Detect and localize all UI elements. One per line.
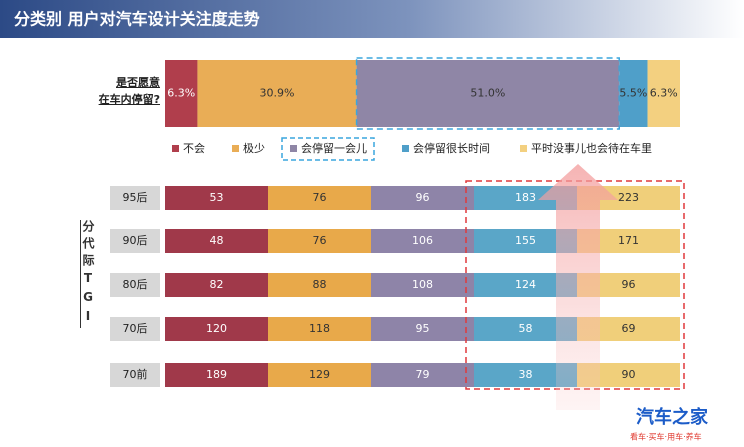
row-label-box — [110, 317, 160, 341]
cell — [371, 229, 474, 253]
legend-swatch — [290, 145, 297, 152]
value-label: 30.9% — [260, 87, 295, 100]
cell — [165, 363, 268, 387]
cell — [371, 186, 474, 210]
title: 分类别 用户对汽车设计关注度走势 — [14, 10, 260, 29]
cell-value: 90 — [622, 368, 636, 381]
cell — [371, 273, 474, 297]
title-bar — [0, 0, 744, 38]
cell — [165, 229, 268, 253]
legend-swatch — [402, 145, 409, 152]
cell — [371, 317, 474, 341]
legend-swatch — [520, 145, 527, 152]
row-label: 80后 — [123, 278, 148, 291]
cell — [268, 186, 371, 210]
value-label: 5.5% — [619, 87, 647, 100]
cell-value: 96 — [416, 191, 430, 204]
cell-value: 76 — [313, 234, 327, 247]
tgi-label: 分代际TGI — [81, 220, 95, 328]
bar-segment — [197, 60, 357, 127]
cell-value: 155 — [515, 234, 536, 247]
bar-segment — [619, 60, 648, 127]
brand: 汽车之家 — [636, 406, 709, 428]
cell-value: 108 — [412, 278, 433, 291]
row-label: 95后 — [123, 191, 148, 204]
legend-highlight — [281, 137, 375, 161]
cell-value: 183 — [515, 191, 536, 204]
row-label-box — [110, 363, 160, 387]
legend-label: 会停留一会儿 — [301, 141, 367, 155]
cell-value: 88 — [313, 278, 327, 291]
cell-value: 95 — [416, 322, 430, 335]
legend-label: 会停留很长时间 — [413, 141, 490, 155]
row-label: 70前 — [123, 367, 148, 381]
cell-value: 96 — [622, 278, 636, 291]
cell-value: 82 — [210, 278, 224, 291]
legend-swatch — [172, 145, 179, 152]
trend-arrow — [538, 164, 618, 410]
cell-value: 118 — [309, 322, 330, 335]
question-label: 是否愿意 在车内停留? — [98, 76, 160, 106]
cell — [268, 317, 371, 341]
bar-segment — [356, 60, 620, 127]
value-label: 6.3% — [167, 87, 195, 100]
legend-swatch — [232, 145, 239, 152]
cell — [371, 363, 474, 387]
cell-value: 120 — [206, 322, 227, 335]
cell-value: 76 — [313, 191, 327, 204]
cell-value: 58 — [519, 322, 533, 335]
cell — [268, 273, 371, 297]
row-label: 70后 — [123, 322, 148, 335]
row-label-box — [110, 273, 160, 297]
cell-value: 171 — [618, 234, 639, 247]
value-label: 51.0% — [470, 87, 505, 100]
slogan: 看车·买车·用车·养车 — [630, 432, 702, 442]
highlight-box — [355, 57, 620, 130]
legend-label: 平时没事儿也会待在车里 — [531, 141, 652, 155]
value-label: 6.3% — [650, 87, 678, 100]
cell-value: 69 — [622, 322, 636, 335]
row-label-box — [110, 186, 160, 210]
cell — [268, 229, 371, 253]
cell-value: 79 — [416, 368, 430, 381]
cell — [165, 317, 268, 341]
cell-value: 124 — [515, 278, 536, 291]
legend-label: 极少 — [243, 141, 265, 155]
cell — [165, 273, 268, 297]
cell-value: 48 — [210, 234, 224, 247]
cell-value: 106 — [412, 234, 433, 247]
cell — [165, 186, 268, 210]
bar-segment — [647, 60, 680, 127]
cell-value: 53 — [210, 191, 224, 204]
cell-value: 129 — [309, 368, 330, 381]
cell-value: 38 — [519, 368, 533, 381]
legend-label: 不会 — [183, 142, 205, 155]
row-label-box — [110, 229, 160, 253]
bar-segment — [165, 60, 198, 127]
cell-value: 223 — [618, 191, 639, 204]
cell — [268, 363, 371, 387]
row-label: 90后 — [123, 234, 148, 247]
cell-value: 189 — [206, 368, 227, 381]
